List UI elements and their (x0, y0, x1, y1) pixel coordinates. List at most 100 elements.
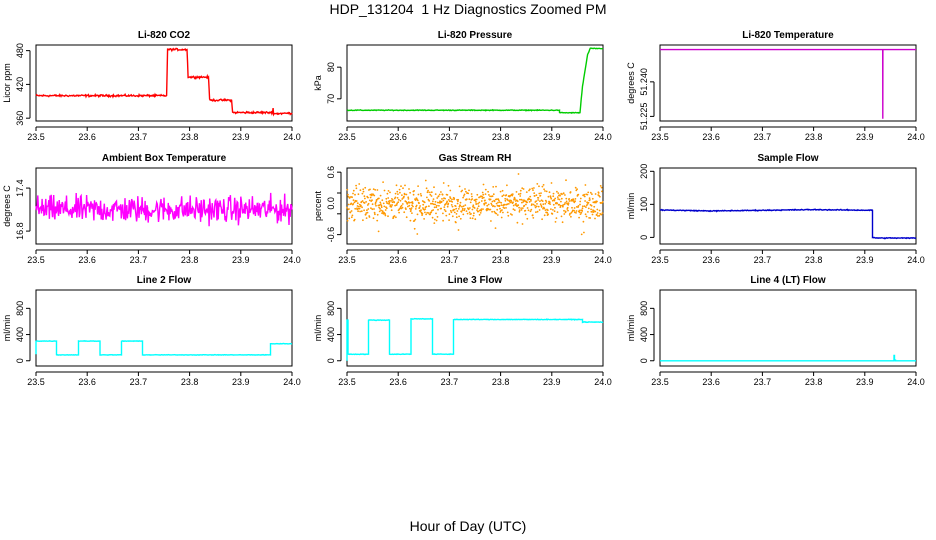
data-point (492, 193, 495, 196)
data-point (517, 173, 520, 175)
data-point (496, 214, 499, 216)
data-point (446, 194, 449, 196)
data-point (567, 209, 569, 212)
data-point (395, 184, 398, 187)
data-point (516, 200, 519, 203)
data-point (504, 199, 507, 202)
data-point (395, 216, 397, 219)
data-point (591, 193, 593, 196)
data-point (432, 203, 435, 206)
y-tick-label: 800 (15, 301, 25, 316)
data-point (473, 207, 476, 209)
data-point (579, 197, 582, 200)
data-point (584, 213, 587, 216)
plot-frame (346, 167, 604, 245)
data-point (363, 202, 366, 204)
data-point (586, 193, 589, 196)
data-point (525, 203, 527, 206)
data-point (352, 189, 355, 192)
data-point (575, 212, 577, 214)
data-point (498, 204, 501, 207)
y-tick-label: 100 (639, 197, 649, 212)
data-point (385, 200, 388, 203)
data-point (411, 212, 413, 215)
data-point (480, 200, 483, 202)
data-point (436, 204, 438, 207)
data-point (583, 195, 586, 198)
data-point (394, 196, 397, 199)
data-point (363, 209, 365, 212)
panel-3: Li-820 Temperature 23.5 23.6 23.7 23.8 23.9 24… (626, 30, 925, 142)
x-tick-label: 24.0 (283, 377, 301, 387)
y-tick-label: -0.6 (326, 227, 336, 243)
data-point (507, 214, 510, 217)
data-point (364, 186, 367, 189)
data-point (378, 197, 380, 200)
data-point (433, 222, 436, 225)
data-point (350, 202, 353, 205)
data-point (428, 200, 431, 202)
data-point (596, 212, 599, 214)
data-point (559, 206, 562, 209)
data-point (535, 200, 538, 203)
data-point (552, 192, 555, 195)
panel-2: Li-820 Pressure 23.5 23.6 23.7 23.8 23.9 24.0 7… (313, 30, 612, 142)
data-point (388, 201, 391, 204)
data-point (531, 214, 534, 217)
x-tick-label: 23.8 (181, 255, 199, 265)
x-tick-label: 23.9 (543, 377, 561, 387)
data-point (581, 210, 584, 212)
x-tick-label: 24.0 (594, 132, 612, 142)
x-tick-label: 23.6 (702, 132, 720, 142)
data-point (576, 188, 578, 191)
data-point (457, 208, 460, 210)
data-point (589, 217, 592, 219)
data-point (387, 190, 390, 192)
data-point (469, 201, 472, 204)
data-point (517, 193, 520, 196)
data-point (425, 205, 428, 208)
data-point (369, 196, 372, 199)
data-point (505, 207, 507, 209)
data-point (548, 191, 551, 194)
data-point (357, 210, 359, 213)
data-point (385, 197, 388, 200)
data-point (520, 198, 523, 201)
data-point (500, 204, 503, 207)
data-point (449, 209, 452, 212)
data-point (409, 219, 412, 222)
data-point (565, 200, 568, 203)
data-point (491, 200, 494, 203)
data-point (512, 201, 514, 204)
data-point (542, 203, 545, 206)
data-point (596, 200, 598, 203)
data-point (550, 197, 553, 200)
data-point (584, 184, 587, 186)
data-point (543, 214, 546, 217)
data-point (436, 197, 439, 199)
x-tick-label: 23.7 (441, 255, 459, 265)
panel-1: Li-820 CO2 23.5 23.6 23.7 23.8 23.9 24.0 360 420… (2, 30, 301, 142)
data-point (421, 212, 424, 215)
data-point (578, 209, 581, 212)
x-tick-label: 23.7 (754, 377, 772, 387)
data-point (384, 214, 387, 217)
data-point (550, 208, 552, 211)
data-point (424, 211, 426, 214)
data-point (380, 206, 383, 209)
x-tick-label: 23.6 (78, 132, 96, 142)
data-point (562, 205, 564, 208)
data-point (482, 196, 485, 199)
data-point (412, 193, 415, 196)
data-point (360, 210, 363, 213)
data-point (373, 194, 376, 197)
data-point (494, 227, 497, 230)
data-point (479, 212, 482, 214)
data-point (417, 193, 420, 196)
data-point (440, 207, 443, 210)
x-tick-label: 24.0 (283, 132, 301, 142)
data-point (391, 204, 394, 206)
x-tick-label: 24.0 (907, 132, 925, 142)
data-point (539, 200, 541, 203)
data-point (447, 199, 450, 201)
